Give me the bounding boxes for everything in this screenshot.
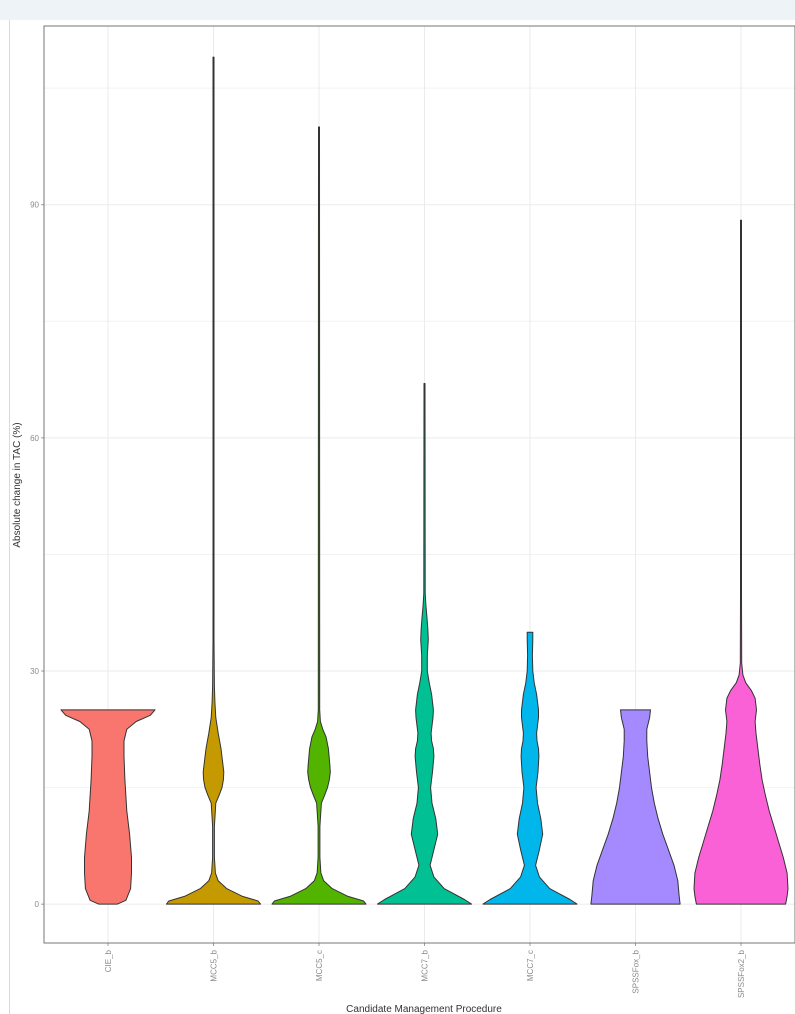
violin-CIE_b [60,709,156,905]
violin-SPSSFox_b [590,709,681,905]
x-axis-title: Candidate Management Procedure [346,1004,502,1014]
x-tick-label: MCC5_c [315,950,324,981]
y-tick-label: 30 [30,667,39,676]
violin-SPSSFox2_b [693,219,789,905]
x-tick-label: SPSSFox_b [632,949,641,993]
x-tick-label: MCC7_c [526,950,535,981]
x-tick-label: MCC7_b [421,949,430,981]
violins [60,56,789,905]
y-tick-label: 0 [35,900,40,909]
violin-MCC5_c [271,126,367,905]
violin-MCC5_b [166,56,261,905]
y-tick-label: 90 [30,201,39,210]
x-tick-label: MCC5_b [210,949,219,981]
x-tick-label: CIE_b [104,949,113,972]
panel-border [43,25,795,944]
y-axis-title: Absolute change in TAC (%) [12,422,23,547]
x-tick-label: SPSSFox2_b [737,949,746,998]
top-band [0,0,795,20]
y-tick-label: 60 [30,434,39,443]
violin-MCC7_b [377,383,472,905]
left-rule [9,20,10,1014]
violin-MCC7_c [482,631,578,905]
axes: 0 30 60 90 CIE_b MCC5_b MCC5_c MCC7_b MCC7_c SPSS… [30,25,795,998]
